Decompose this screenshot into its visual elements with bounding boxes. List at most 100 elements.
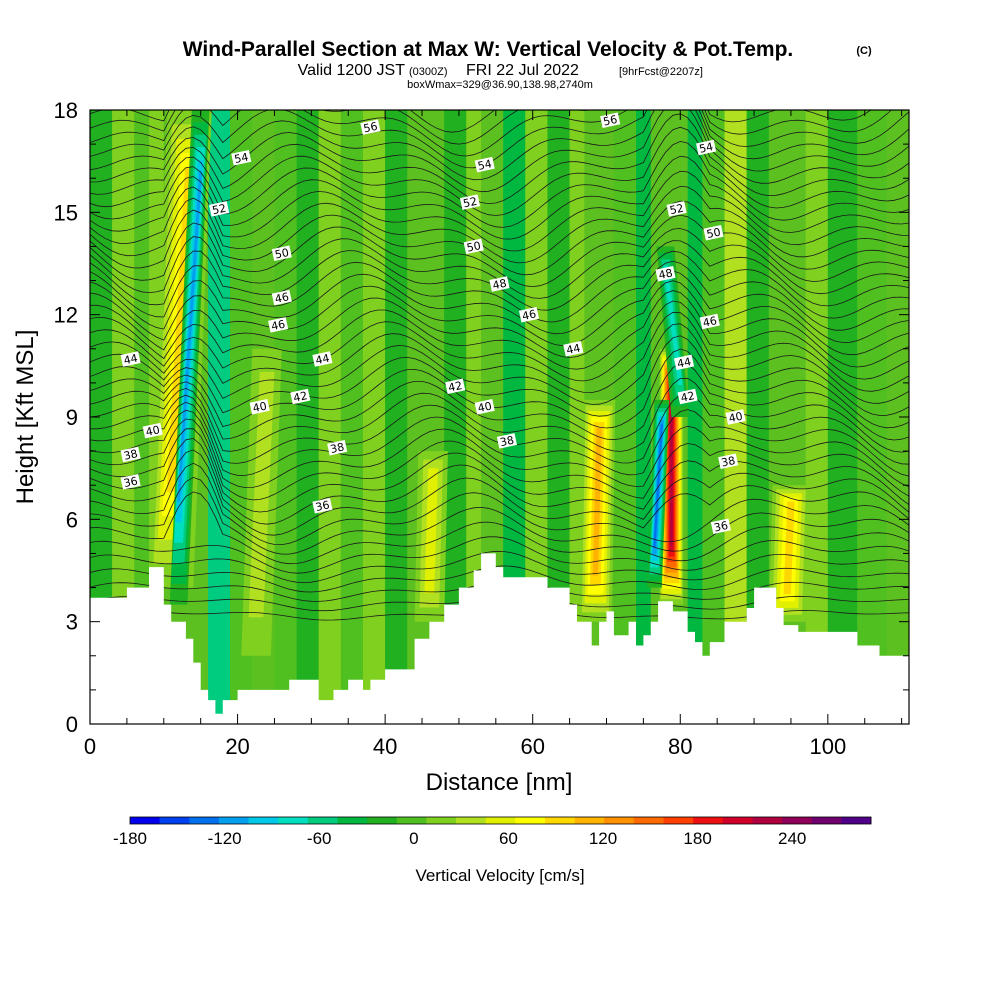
theta-line-12 — [90, 418, 909, 501]
x-tick-label: 60 — [520, 734, 544, 759]
x-tick-label: 100 — [809, 734, 846, 759]
vertical-velocity-field — [90, 110, 887, 724]
theta-line-23 — [90, 290, 909, 370]
theta-label-13: 42 — [677, 388, 698, 405]
theta-line-25 — [90, 270, 909, 347]
field-band-10 — [363, 110, 386, 724]
theta-label-text: 50 — [705, 225, 721, 241]
theta-label-6: 38 — [718, 453, 739, 470]
theta-label-text: 36 — [713, 519, 729, 535]
theta-label-text: 36 — [314, 498, 330, 514]
theta-label-text: 56 — [362, 120, 378, 136]
updraft-core-5 — [241, 348, 282, 656]
y-tick-label: 15 — [54, 200, 78, 225]
theta-label-32: 54 — [696, 139, 717, 156]
theta-line-10 — [90, 437, 909, 525]
theta-label-text: 40 — [252, 399, 268, 415]
colorbar-tick-label: 60 — [499, 829, 518, 848]
theta-label-25: 50 — [463, 238, 484, 255]
y-tick-label: 6 — [66, 507, 78, 532]
theta-label-19: 46 — [518, 306, 540, 323]
theta-label-28: 52 — [459, 194, 481, 210]
theta-label-text: 52 — [211, 202, 227, 218]
theta-label-text: 54 — [477, 157, 493, 173]
field-band-19 — [636, 110, 651, 724]
colorbar-swatch — [633, 817, 664, 824]
y-tick-label: 9 — [66, 405, 78, 430]
field-band-21 — [702, 110, 725, 724]
colorbar-swatch — [130, 817, 161, 824]
colorbar-swatch — [218, 817, 249, 824]
theta-label-text: 38 — [720, 454, 736, 470]
theta-line-27 — [90, 250, 909, 323]
colorbar-swatch — [189, 817, 220, 824]
theta-line-9 — [90, 449, 909, 536]
colorbar-swatch — [485, 817, 516, 824]
updraft-level-60 — [424, 468, 438, 594]
theta-label-text: 36 — [123, 474, 139, 490]
theta-label-8: 40 — [249, 399, 270, 415]
theta-label-23: 48 — [655, 265, 676, 282]
downdraft-core-0 — [169, 110, 210, 605]
forecast-info: [9hrFcst@2207z] — [619, 66, 703, 78]
colorbar-title: Vertical Velocity [cm/s] — [415, 866, 584, 885]
theta-label-0: 36 — [120, 474, 141, 490]
theta-label-9: 40 — [474, 399, 495, 415]
y-tick-label: 12 — [54, 303, 78, 328]
y-tick-label: 3 — [66, 610, 78, 635]
theta-label-33: 56 — [360, 119, 381, 136]
theta-label-text: 44 — [123, 352, 139, 368]
colorbar-swatch — [722, 817, 753, 824]
field-band-2 — [134, 110, 150, 724]
colorbar-tick-label: -120 — [208, 829, 242, 848]
theta-label-text: 44 — [676, 355, 692, 371]
downdraft-level--120 — [177, 171, 203, 502]
theta-label-31: 54 — [474, 156, 495, 173]
x-tick-label: 0 — [84, 734, 96, 759]
colorbar-swatch — [307, 817, 338, 824]
theta-label-29: 52 — [666, 201, 687, 217]
colorbar-frame — [129, 816, 872, 825]
theta-line-32 — [90, 185, 909, 264]
downdraft-level--80 — [663, 265, 683, 385]
theta-line-21 — [90, 311, 909, 394]
x-axis-title: Distance [nm] — [426, 769, 573, 796]
copyright-mark: (C) — [856, 45, 872, 57]
theta-line-26 — [90, 260, 909, 335]
theta-label-text: 38 — [499, 434, 515, 450]
theta-line-34 — [90, 155, 909, 240]
theta-label-26: 50 — [703, 225, 724, 241]
field-band-7 — [296, 110, 319, 724]
colorbar-tick-label: -180 — [113, 829, 147, 848]
theta-label-30: 54 — [231, 150, 252, 166]
field-band-1 — [112, 110, 135, 724]
theta-label-2: 36 — [710, 518, 731, 535]
theta-label-text: 40 — [145, 423, 161, 439]
theta-label-text: 50 — [466, 239, 482, 255]
theta-line-41 — [90, 110, 909, 157]
field-band-4 — [208, 110, 231, 724]
colorbar-swatch — [456, 817, 487, 824]
theta-label-text: 46 — [274, 290, 290, 306]
theta-label-17: 44 — [673, 354, 695, 371]
colorbar-swatch — [811, 817, 842, 824]
field-band-12 — [444, 110, 467, 724]
theta-label-11: 42 — [290, 388, 311, 405]
theta-contour-labels: 36 36 36 38 38 38 38 40 40 40 40 42 42 42 44 44 44 44 46 46… — [120, 112, 746, 535]
x-tick-label: 40 — [373, 734, 397, 759]
theta-line-24 — [90, 280, 909, 358]
updraft-core-4 — [414, 451, 448, 622]
theta-label-21: 46 — [271, 289, 292, 306]
colorbar-swatch — [782, 817, 813, 824]
colorbar-swatch — [544, 817, 575, 824]
theta-line-35 — [90, 140, 909, 228]
field-band-0 — [90, 110, 113, 724]
theta-line-6 — [90, 491, 909, 565]
x-tick-label: 80 — [668, 734, 692, 759]
y-tick-label: 18 — [54, 98, 78, 123]
updraft-core-1 — [579, 399, 616, 622]
field-band-25 — [827, 110, 858, 724]
theta-label-27: 52 — [209, 201, 230, 218]
field-band-8 — [318, 110, 341, 724]
